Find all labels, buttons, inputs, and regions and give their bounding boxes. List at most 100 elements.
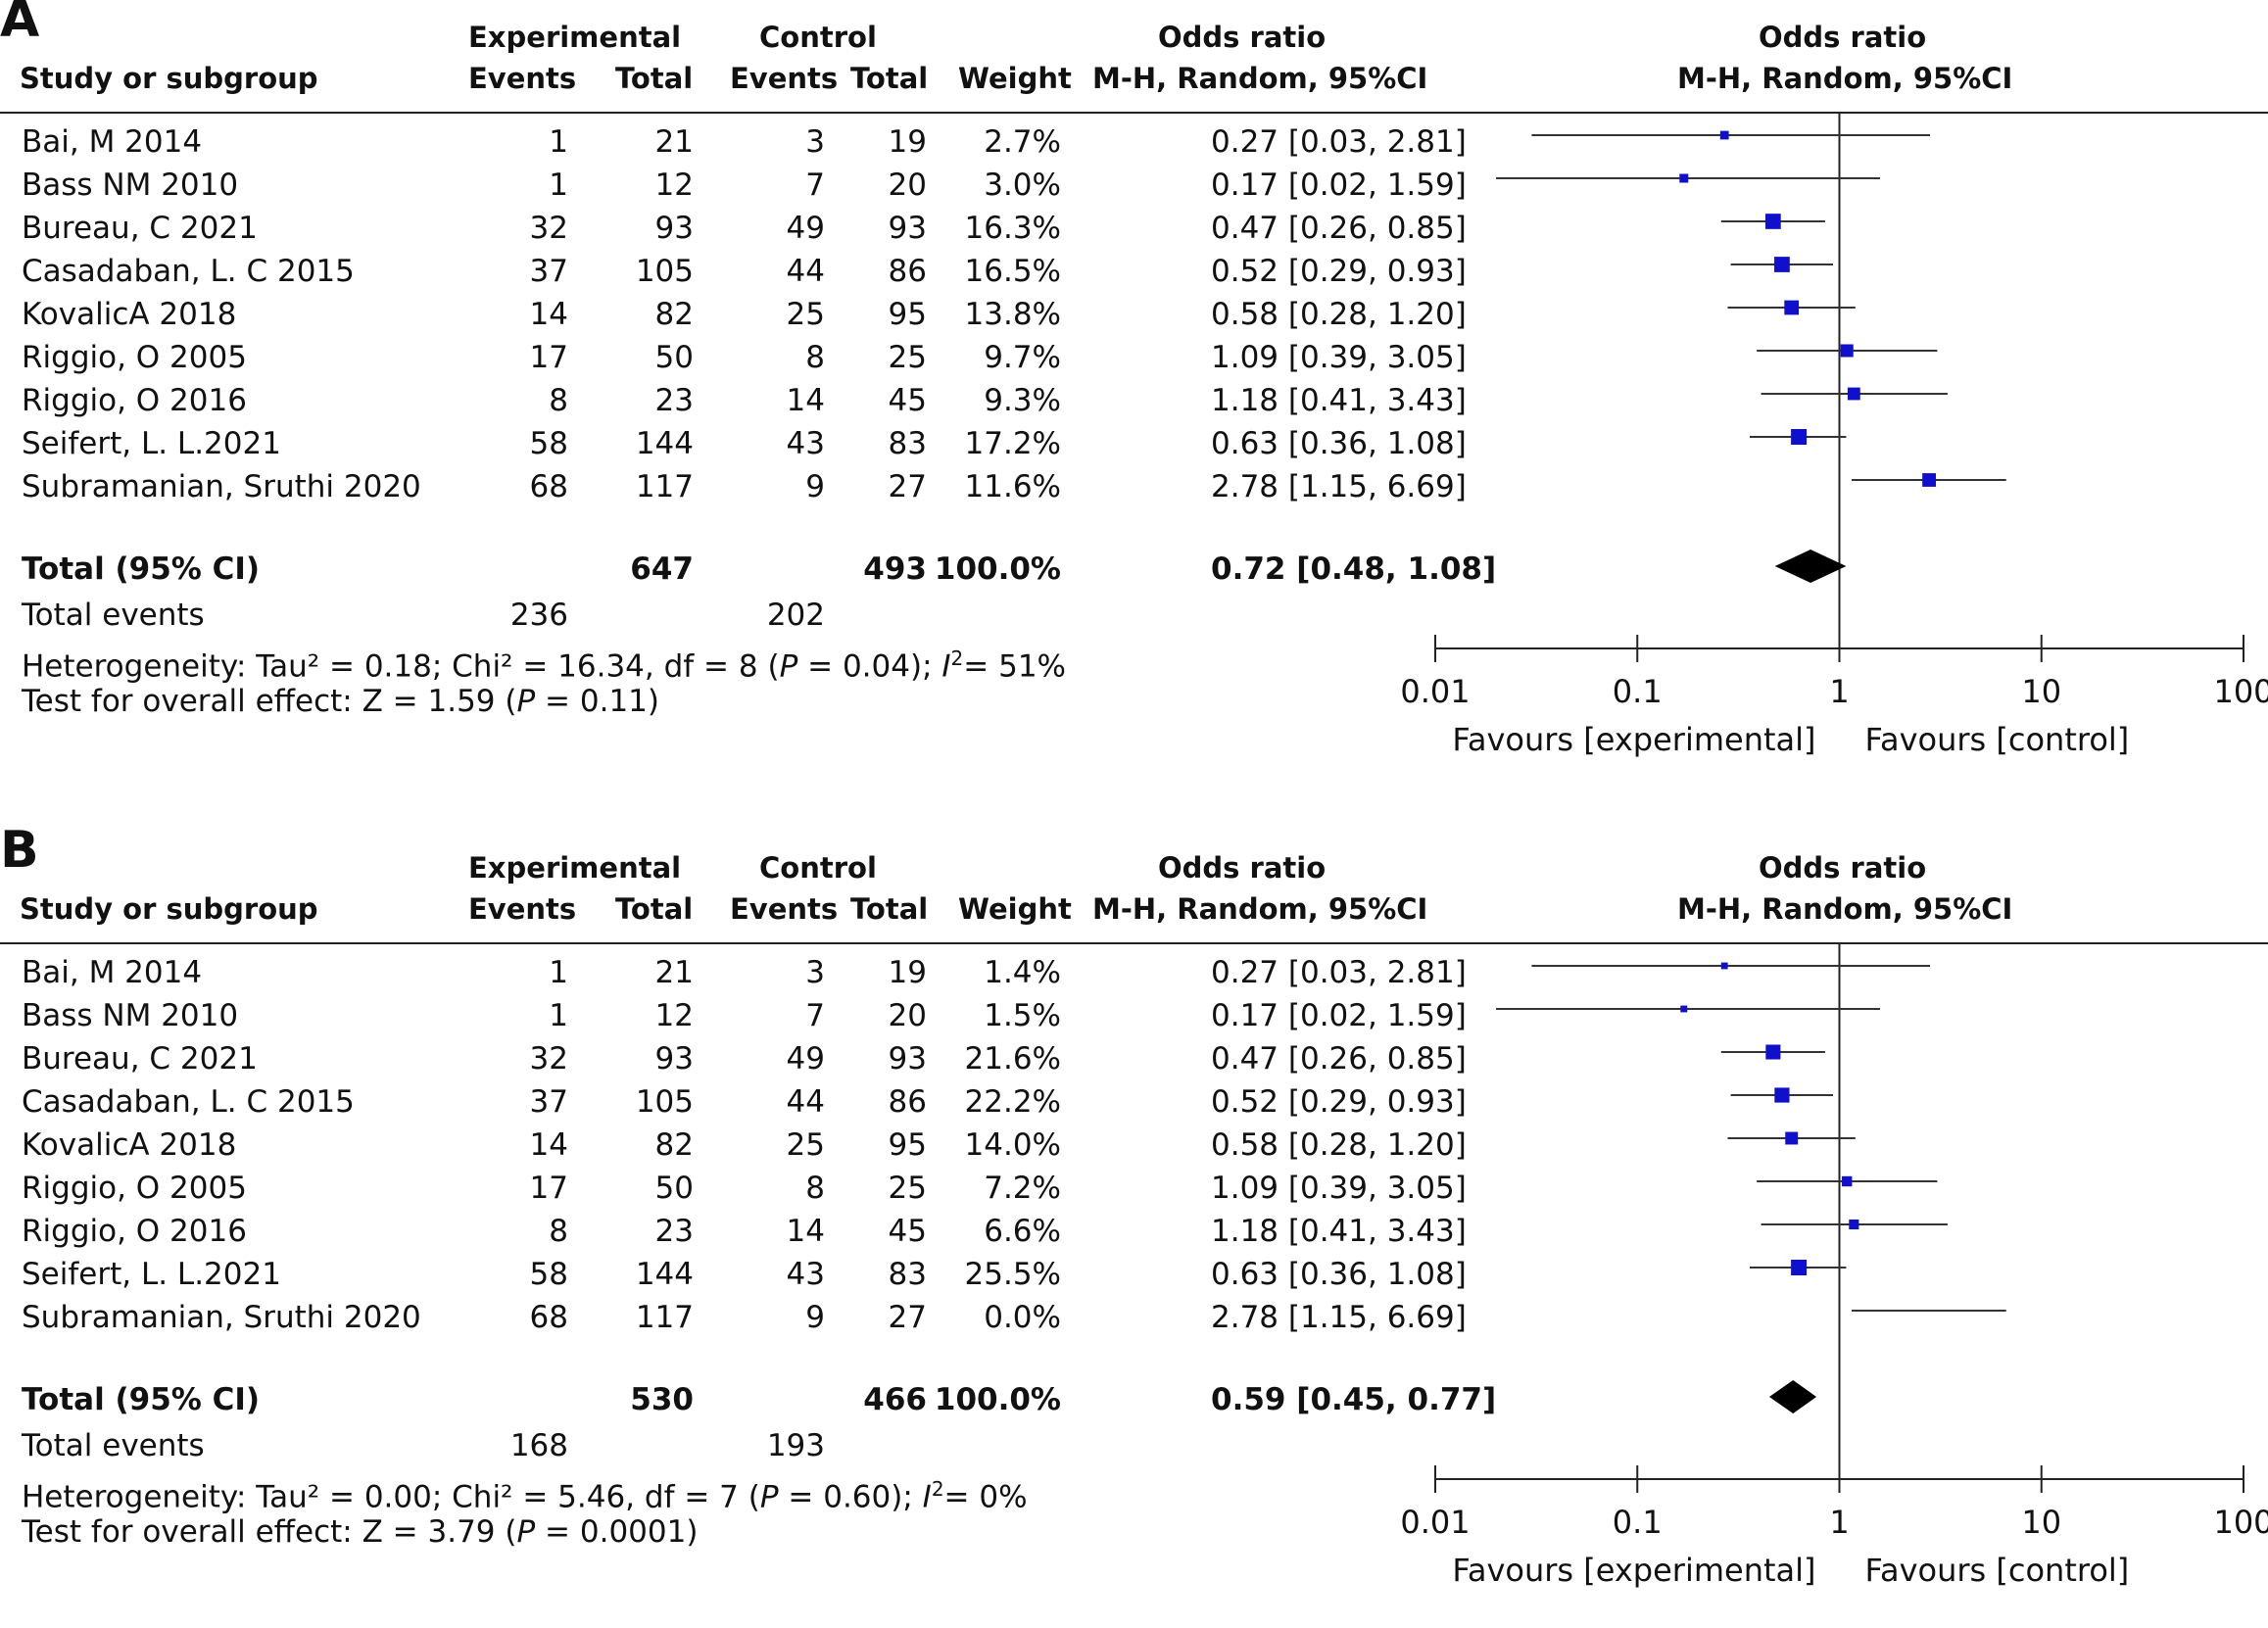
p-label: P <box>779 648 798 685</box>
x-tick-label: 10 <box>2021 1504 2061 1541</box>
header-method-plot: M-H, Random, 95%CI <box>1677 62 2013 95</box>
total-weight: 100.0% <box>934 1382 1061 1417</box>
favours-control-label: Favours [control] <box>1865 1552 2130 1589</box>
header-odds-ratio: Odds ratio <box>1158 851 1327 885</box>
total-weight: 100.0% <box>934 551 1061 587</box>
study-weight: 7.2% <box>984 1171 1061 1206</box>
x-tick-label: 0.1 <box>1613 1504 1663 1541</box>
ctl-events: 3 <box>805 955 825 990</box>
x-tick-label: 100 <box>2213 673 2268 710</box>
header-method-plot: M-H, Random, 95%CI <box>1677 892 2013 926</box>
exp-events: 68 <box>529 1300 568 1335</box>
exp-total: 93 <box>654 1041 694 1077</box>
study-name: Seifert, L. L.2021 <box>22 426 281 461</box>
x-tick-label: 0.1 <box>1613 673 1663 710</box>
ctl-total: 95 <box>888 1127 927 1163</box>
ctl-total: 25 <box>888 1171 927 1206</box>
header-rule <box>0 942 2268 944</box>
header-control: Control <box>759 851 877 885</box>
point-estimate-square <box>1849 1219 1859 1230</box>
ctl-events: 43 <box>786 426 825 461</box>
x-tick-label: 0.01 <box>1400 673 1470 710</box>
exp-events: 32 <box>529 211 568 246</box>
study-name: Casadaban, L. C 2015 <box>22 254 355 289</box>
study-name: Seifert, L. L.2021 <box>22 1257 281 1292</box>
study-weight: 16.5% <box>964 254 1061 289</box>
study-name: Subramanian, Sruthi 2020 <box>22 469 421 504</box>
study-name: Riggio, O 2016 <box>22 1214 247 1249</box>
exp-total: 82 <box>654 1127 694 1163</box>
ctl-events: 14 <box>786 383 825 418</box>
study-name: Bass NM 2010 <box>22 168 239 203</box>
point-estimate-square <box>1840 344 1854 358</box>
ctl-events: 49 <box>786 1041 825 1077</box>
exp-events: 17 <box>529 1171 568 1206</box>
pooled-estimate-diamond <box>1768 1380 1817 1413</box>
i2-superscript: 2 <box>950 646 964 670</box>
forest-plot-svg: 0.01 0.1 1 10 100 Favours [experimental] Favou… <box>1400 113 2268 758</box>
ctl-events: 9 <box>805 1300 825 1335</box>
study-weight: 0.0% <box>984 1300 1061 1335</box>
header-exp-total: Total <box>615 892 694 926</box>
exp-total: 105 <box>635 254 694 289</box>
ctl-total: 45 <box>888 1214 927 1249</box>
exp-events: 14 <box>529 1127 568 1163</box>
point-estimate-square <box>1774 1087 1790 1103</box>
point-estimate-square <box>1679 173 1689 183</box>
exp-events: 1 <box>549 168 568 203</box>
exp-events: 58 <box>529 1257 568 1292</box>
exp-events: 1 <box>549 955 568 990</box>
point-estimate-square <box>1680 1005 1688 1013</box>
exp-events: 37 <box>529 1084 568 1120</box>
exp-events: 68 <box>529 469 568 504</box>
overall-effect-line: Test for overall effect: Z = 3.79 (P = 0… <box>22 1512 698 1552</box>
ctl-total: 83 <box>888 426 927 461</box>
header-odds-ratio: Odds ratio <box>1158 21 1327 54</box>
header-ctl-total: Total <box>850 892 929 926</box>
ctl-total: 27 <box>888 469 927 504</box>
forest-plot-svg: 0.01 0.1 1 10 100 Favours [experimental] Favou… <box>1400 943 2268 1589</box>
study-weight: 16.3% <box>964 211 1061 246</box>
study-weight: 9.3% <box>984 383 1061 418</box>
pooled-estimate-diamond <box>1774 550 1847 583</box>
total-events-exp: 236 <box>509 598 568 633</box>
exp-events: 8 <box>549 383 568 418</box>
ctl-events: 8 <box>805 1171 825 1206</box>
point-estimate-square <box>1765 214 1781 229</box>
header-weight: Weight <box>958 892 1072 926</box>
p-label: P <box>516 1514 536 1550</box>
header-control: Control <box>759 21 877 54</box>
study-weight: 9.7% <box>984 340 1061 375</box>
study-weight: 11.6% <box>964 469 1061 504</box>
x-tick-label: 10 <box>2021 673 2061 710</box>
exp-events: 14 <box>529 297 568 332</box>
overall-effect-stats: Test for overall effect: Z = 1.59 ( <box>22 684 517 719</box>
study-name: Casadaban, L. C 2015 <box>22 1084 355 1120</box>
ctl-events: 7 <box>805 168 825 203</box>
total-events-ctl: 193 <box>766 1428 825 1463</box>
header-study: Study or subgroup <box>20 62 318 95</box>
header-experimental: Experimental <box>468 21 682 54</box>
heterogeneity-line: Heterogeneity: Tau² = 0.00; Chi² = 5.46,… <box>22 1469 1028 1516</box>
ctl-events: 25 <box>786 1127 825 1163</box>
p-value: = 0.04); <box>797 648 942 685</box>
ctl-events: 8 <box>805 340 825 375</box>
overall-effect-stats: Test for overall effect: Z = 3.79 ( <box>22 1514 517 1550</box>
exp-events: 37 <box>529 254 568 289</box>
header-rule <box>0 112 2268 114</box>
point-estimate-square <box>1847 387 1860 401</box>
total-ctl: 466 <box>863 1382 927 1417</box>
exp-total: 144 <box>635 426 694 461</box>
header-exp-total: Total <box>615 62 694 95</box>
p-label: P <box>759 1479 779 1515</box>
header-method: M-H, Random, 95%CI <box>1092 62 1428 95</box>
ctl-total: 19 <box>888 124 927 160</box>
study-name: Bureau, C 2021 <box>22 1041 258 1077</box>
total-events-label: Total events <box>22 1428 205 1463</box>
ctl-events: 43 <box>786 1257 825 1292</box>
study-weight: 25.5% <box>964 1257 1061 1292</box>
header-ctl-total: Total <box>850 62 929 95</box>
favours-experimental-label: Favours [experimental] <box>1452 1552 1815 1589</box>
point-estimate-square <box>1784 300 1800 315</box>
study-name: Riggio, O 2005 <box>22 1171 247 1206</box>
